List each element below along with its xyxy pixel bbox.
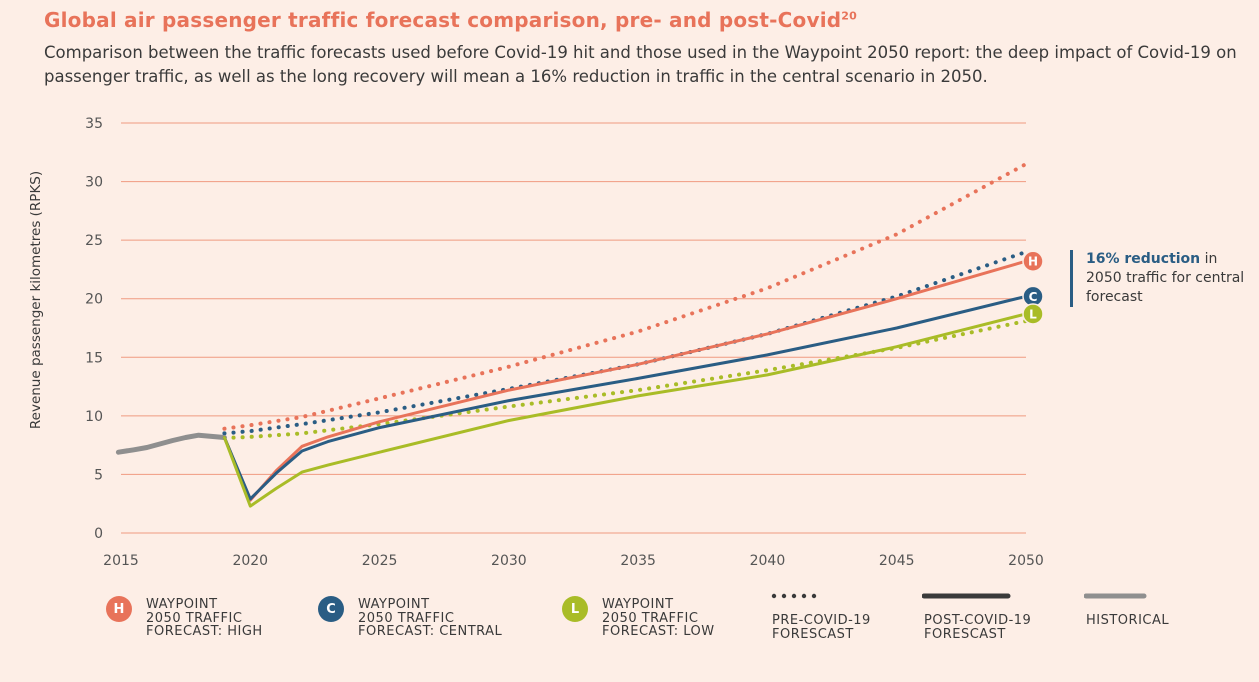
legend-central: C WAYPOINT 2050 TRAFFIC FORECAST: CENTRA… bbox=[318, 596, 503, 639]
legend-central-line2: 2050 TRAFFIC bbox=[358, 610, 455, 626]
legend-high-line2: 2050 TRAFFIC bbox=[146, 610, 243, 626]
end-badge-high bbox=[1022, 250, 1044, 272]
legend-post: POST-COVID-19 FORESCAST bbox=[924, 614, 1031, 641]
legend-central-line1: WAYPOINT bbox=[358, 597, 430, 612]
series-lines bbox=[115, 162, 1028, 508]
x-tick-2025: 2025 bbox=[362, 553, 398, 569]
chart-title: Global air passenger traffic forecast co… bbox=[44, 8, 857, 32]
legend-low: L WAYPOINT 2050 TRAFFIC FORECAST: LOW bbox=[562, 596, 715, 639]
end-label-central: C bbox=[1029, 290, 1038, 304]
x-tick-2020: 2020 bbox=[232, 553, 268, 569]
reduction-callout: 16% reduction in 2050 traffic for centra… bbox=[1070, 250, 1246, 307]
callout-rest: in 2050 traffic for central forecast bbox=[1086, 251, 1245, 305]
x-tick-2015: 2015 bbox=[103, 553, 139, 569]
legend-badge-central: C bbox=[318, 596, 344, 622]
legend-low-line2: 2050 TRAFFIC bbox=[602, 610, 699, 626]
legend-low-line1: WAYPOINT bbox=[602, 597, 674, 612]
chart-subtitle: Comparison between the traffic forecasts… bbox=[44, 43, 1237, 86]
legend-pre-line1: PRE-COVID-19 bbox=[772, 613, 871, 628]
callout-strong: 16% reduction bbox=[1086, 251, 1201, 267]
legend-badge-high: H bbox=[106, 596, 132, 622]
y-tick-0: 0 bbox=[94, 526, 103, 542]
end-label-high: H bbox=[1028, 255, 1038, 269]
y-tick-labels: 0 5 10 15 20 25 30 35 bbox=[85, 116, 103, 542]
legend-post-line2: FORESCAST bbox=[924, 626, 1006, 642]
legend-badge-low: L bbox=[562, 596, 588, 622]
legend-historical: HISTORICAL bbox=[1086, 614, 1169, 628]
legend-low-line3: FORECAST: LOW bbox=[602, 624, 715, 639]
x-tick-2040: 2040 bbox=[750, 553, 786, 569]
legend-swatch-solid bbox=[922, 593, 1011, 599]
x-tick-labels: 2015 2020 2025 2030 2035 2040 2045 2050 bbox=[103, 553, 1044, 569]
y-tick-10: 10 bbox=[85, 409, 103, 425]
x-tick-2045: 2045 bbox=[879, 553, 915, 569]
legend-high-line3: FORECAST: HIGH bbox=[146, 624, 263, 639]
legend-high: H WAYPOINT 2050 TRAFFIC FORECAST: HIGH bbox=[106, 596, 263, 639]
x-tick-2050: 2050 bbox=[1008, 553, 1044, 569]
x-tick-2030: 2030 bbox=[491, 553, 527, 569]
legend-pre: PRE-COVID-19 FORESCAST bbox=[772, 614, 871, 641]
legend-swatch-historical bbox=[1084, 593, 1147, 599]
y-tick-15: 15 bbox=[85, 350, 103, 366]
y-tick-35: 35 bbox=[85, 116, 103, 132]
end-labels: H CL bbox=[1022, 250, 1044, 325]
legend-central-line3: FORECAST: CENTRAL bbox=[358, 624, 503, 639]
y-tick-5: 5 bbox=[94, 467, 103, 483]
series-central-dotted bbox=[222, 249, 1028, 436]
series-high-dotted bbox=[222, 162, 1028, 431]
end-label-low: L bbox=[1029, 307, 1037, 321]
title-footnote: 20 bbox=[841, 9, 857, 23]
y-tick-25: 25 bbox=[85, 233, 103, 249]
series-low-solid bbox=[222, 312, 1028, 508]
legend-high-line1: WAYPOINT bbox=[146, 597, 218, 612]
y-tick-20: 20 bbox=[85, 292, 103, 308]
legend-post-line1: POST-COVID-19 bbox=[924, 613, 1032, 628]
series-central-solid bbox=[222, 294, 1028, 501]
legend-pre-line2: FORESCAST bbox=[772, 626, 854, 642]
legend-swatch-dotted bbox=[771, 593, 817, 599]
series-historical-solid-thick bbox=[115, 432, 227, 455]
legend-historical-line1: HISTORICAL bbox=[1086, 613, 1170, 628]
y-tick-30: 30 bbox=[85, 175, 103, 191]
grid-lines bbox=[121, 122, 1026, 534]
x-tick-2035: 2035 bbox=[620, 553, 656, 569]
end-badge-low bbox=[1022, 303, 1044, 325]
